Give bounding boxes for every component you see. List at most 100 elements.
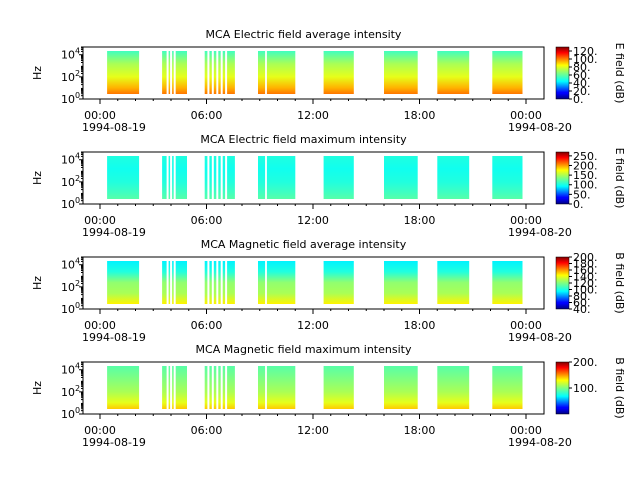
y-axis-label: Hz — [31, 276, 44, 290]
colorbar-tick-label: 80. — [573, 290, 591, 303]
colorbar-tick-label: 150. — [573, 169, 598, 182]
y-tick-exponent: 2 — [75, 279, 80, 288]
x-tick-label: 00:00 — [510, 214, 542, 227]
y-axis-label: Hz — [31, 66, 44, 80]
x-tick-label: 12:00 — [297, 319, 329, 332]
y-tick-label: 102 — [61, 174, 80, 189]
y-tick-exponent: 4 — [75, 257, 80, 266]
colorbar-tick-label: 40. — [573, 77, 591, 90]
panel-4: MCA Magnetic field maximum intensity 100 1… — [31, 343, 626, 449]
data-segment — [266, 261, 296, 304]
colorbar-tick-label: 200. — [573, 159, 598, 172]
y-tick-label: 102 — [61, 279, 80, 294]
y-tick-exponent: 2 — [75, 69, 80, 78]
x-date-end: 1994-08-20 — [508, 226, 572, 239]
x-tick-label: 00:00 — [84, 424, 116, 437]
colorbar-tick-label: 50. — [573, 188, 591, 201]
colorbar-tick-label: 100. — [573, 179, 598, 192]
data-segment — [107, 156, 140, 199]
y-tick-exponent: 0 — [75, 406, 80, 415]
y-tick-label: 104 — [61, 362, 80, 377]
data-segment — [107, 51, 140, 94]
data-segment — [258, 156, 266, 199]
x-tick-label: 00:00 — [510, 109, 542, 122]
data-gap — [170, 366, 173, 409]
colorbar-tick-label: 100. — [573, 53, 598, 66]
y-tick-label: 100 — [61, 301, 80, 316]
x-date-end: 1994-08-20 — [508, 331, 572, 344]
y-tick-label: 104 — [61, 257, 80, 272]
data-gap — [173, 261, 176, 304]
colorbar-tick-label: 160. — [573, 264, 598, 277]
data-segment — [492, 51, 523, 94]
data-segment — [323, 261, 354, 304]
colorbar-tick-label: 250. — [573, 150, 598, 163]
data-gap — [166, 261, 169, 304]
x-date-start: 1994-08-19 — [82, 121, 146, 134]
y-tick-label: 100 — [61, 91, 80, 106]
y-axis-label: Hz — [31, 171, 44, 185]
colorbar-tick-label: 100. — [573, 382, 598, 395]
data-segment — [266, 156, 296, 199]
y-tick-label: 102 — [61, 69, 80, 84]
data-gap — [207, 261, 210, 304]
colorbar — [555, 256, 570, 310]
x-date-start: 1994-08-19 — [82, 436, 146, 449]
y-tick-exponent: 0 — [75, 91, 80, 100]
data-gap — [211, 156, 214, 199]
x-date-start: 1994-08-19 — [82, 226, 146, 239]
colorbar-label: E field (dB) — [613, 148, 626, 209]
data-gap — [225, 51, 228, 94]
y-axis-label: Hz — [31, 381, 44, 395]
x-tick-label: 00:00 — [510, 319, 542, 332]
x-date-end: 1994-08-20 — [508, 121, 572, 134]
data-gap — [173, 156, 176, 199]
data-segment — [258, 366, 266, 409]
data-segment — [258, 261, 266, 304]
y-tick-exponent: 4 — [75, 362, 80, 371]
data-gap — [211, 261, 214, 304]
data-segment — [384, 366, 418, 409]
data-segment — [323, 366, 354, 409]
x-tick-label: 06:00 — [191, 319, 223, 332]
data-segment — [492, 156, 523, 199]
data-segment — [204, 261, 235, 304]
panel-title: MCA Electric field maximum intensity — [200, 133, 407, 146]
x-tick-label: 18:00 — [404, 214, 436, 227]
colorbar-tick-label: 60. — [573, 297, 591, 310]
data-segment — [266, 366, 296, 409]
data-segment — [384, 156, 418, 199]
colorbar — [555, 46, 570, 100]
colorbar-tick-label: 120. — [573, 277, 598, 290]
colorbar — [555, 361, 570, 415]
panel-1: MCA Electric field average intensity 100 1… — [31, 28, 626, 134]
data-segment — [492, 261, 523, 304]
colorbar-tick-label: 0. — [573, 198, 584, 211]
x-tick-label: 06:00 — [191, 424, 223, 437]
data-gap — [211, 51, 214, 94]
data-segment — [204, 366, 235, 409]
data-gap — [166, 51, 169, 94]
x-tick-label: 18:00 — [404, 109, 436, 122]
colorbar-tick-label: 0. — [573, 93, 584, 106]
colorbar-tick-label: 80. — [573, 61, 591, 74]
panel-title: MCA Magnetic field average intensity — [201, 238, 407, 251]
data-segment — [107, 366, 140, 409]
data-segment — [204, 156, 235, 199]
data-gap — [216, 261, 219, 304]
data-segment — [107, 261, 140, 304]
data-gap — [225, 156, 228, 199]
data-gap — [173, 51, 176, 94]
colorbar-tick-label: 20. — [573, 85, 591, 98]
colorbar-tick-label: 120. — [573, 45, 598, 58]
y-tick-exponent: 4 — [75, 152, 80, 161]
data-segment — [437, 51, 470, 94]
x-date-start: 1994-08-19 — [82, 331, 146, 344]
panel-title: MCA Magnetic field maximum intensity — [196, 343, 412, 356]
data-segment — [437, 261, 470, 304]
colorbar-label: E field (dB) — [613, 43, 626, 104]
data-gap — [207, 51, 210, 94]
x-tick-label: 12:00 — [297, 109, 329, 122]
y-tick-label: 100 — [61, 406, 80, 421]
data-segment — [437, 366, 470, 409]
